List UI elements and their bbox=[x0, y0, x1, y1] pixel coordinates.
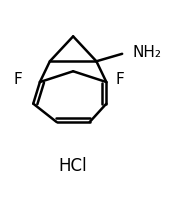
Text: F: F bbox=[115, 72, 124, 86]
Text: HCl: HCl bbox=[59, 157, 87, 175]
Text: NH₂: NH₂ bbox=[133, 45, 162, 60]
Text: F: F bbox=[13, 72, 22, 86]
